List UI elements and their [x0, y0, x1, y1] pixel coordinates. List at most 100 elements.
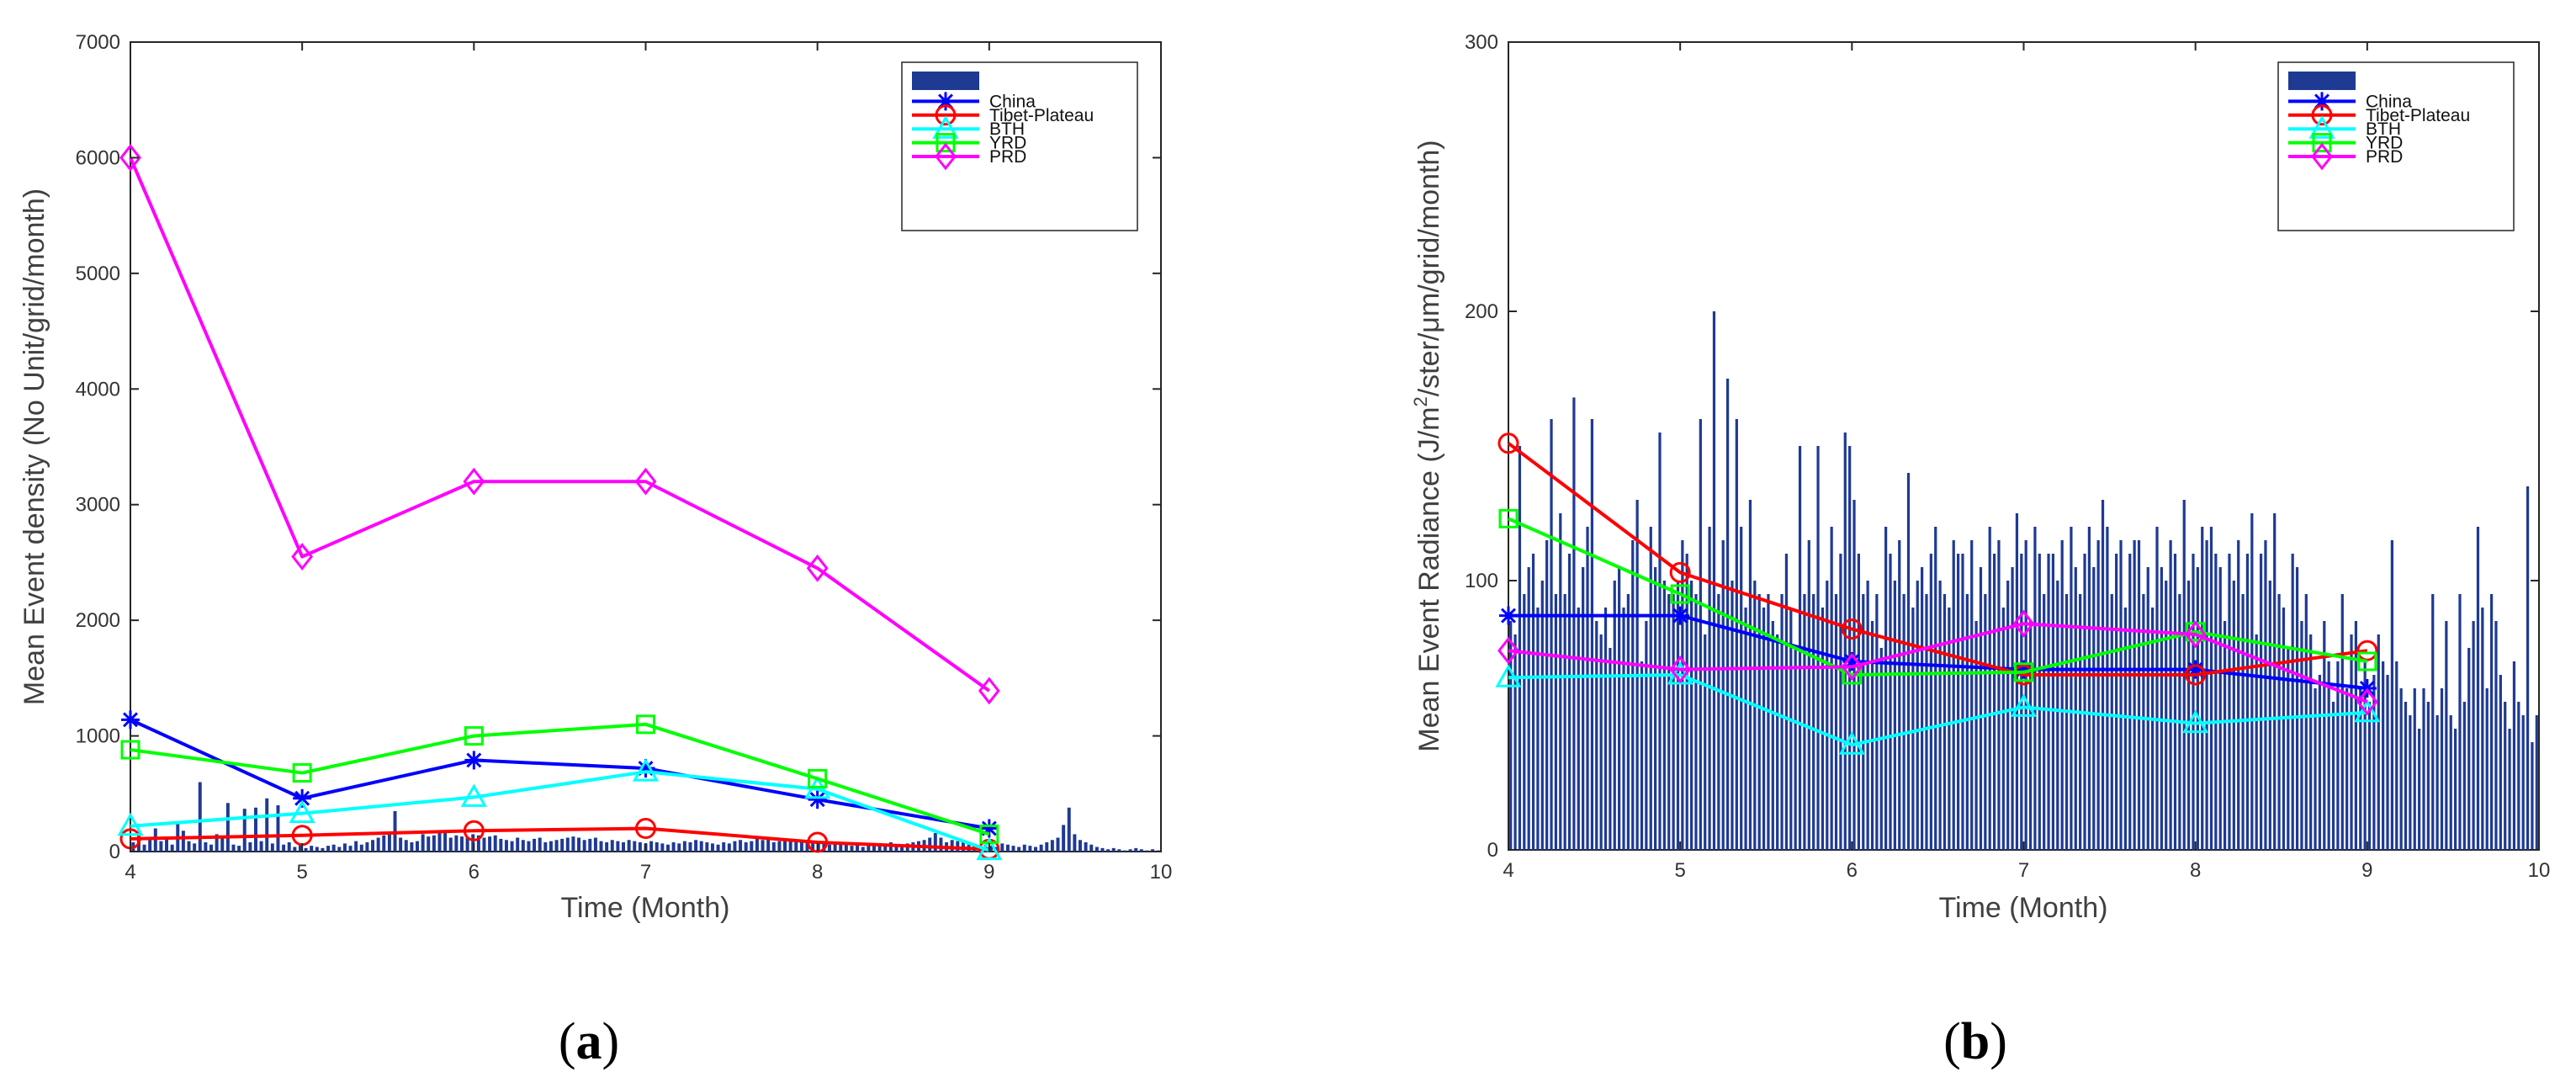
bar-a-34 [321, 847, 325, 852]
bar-a-70 [521, 840, 525, 852]
bar-a-37 [337, 847, 342, 852]
bar-b-14 [1572, 397, 1576, 850]
bar-b-10 [1554, 594, 1558, 850]
bar-a-82 [588, 838, 592, 852]
point-a-china-1 [293, 788, 312, 808]
bar-b-161 [2237, 540, 2240, 850]
bar-b-101 [1965, 594, 1969, 850]
bar-b-128 [2087, 527, 2091, 850]
bar-b-204 [2431, 594, 2435, 850]
bar-b-127 [2083, 554, 2086, 850]
bar-b-0 [1509, 621, 1513, 850]
bar-b-191 [2372, 675, 2376, 850]
bar-b-50 [1735, 419, 1738, 850]
bar-b-35 [1667, 594, 1671, 850]
legend-marker-a-tibet-plateau [935, 104, 957, 126]
bar-b-201 [2418, 729, 2421, 850]
legend-box-a [901, 61, 1138, 231]
bar-b-71 [1830, 527, 1833, 850]
bar-b-98 [1952, 540, 1955, 850]
bar-a-19 [237, 846, 241, 852]
bar-b-214 [2476, 527, 2480, 850]
bar-b-155 [2209, 527, 2213, 850]
point-a-prd-5 [978, 677, 1000, 705]
bar-a-75 [549, 841, 553, 852]
legend-label-b-tibet-plateau: Tibet-Plateau [2366, 106, 2470, 125]
bar-b-65 [1803, 594, 1806, 850]
bar-b-47 [1721, 540, 1725, 850]
bar-a-158 [1011, 846, 1015, 852]
bar-a-55 [437, 831, 442, 852]
y-axis-label-b-sup: 2 [1410, 396, 1431, 406]
point-a-yrd-4 [808, 768, 828, 788]
legend-marker-b-bth [2308, 115, 2335, 139]
bar-a-2 [142, 844, 146, 852]
bar-a-28 [287, 842, 291, 852]
bar-a-134 [877, 843, 882, 852]
bar-b-33 [1658, 433, 1662, 850]
bar-b-167 [2264, 540, 2267, 850]
bar-a-62 [476, 835, 480, 852]
bar-b-221 [2508, 729, 2511, 850]
bar-b-195 [2390, 540, 2393, 850]
bar-b-52 [1744, 608, 1747, 850]
bar-a-57 [448, 837, 453, 852]
bar-a-12 [198, 782, 202, 852]
bar-a-56 [443, 833, 448, 852]
bar-b-143 [2155, 527, 2159, 850]
bar-a-164 [1045, 842, 1049, 852]
y-axis-label-b: Mean Event Radiance (J/m2/ster/μm/grid/m… [1410, 140, 1445, 751]
bar-b-41 [1694, 594, 1698, 850]
bar-b-30 [1645, 621, 1648, 850]
bar-a-131 [861, 847, 865, 852]
bar-b-110 [2006, 581, 2010, 850]
bar-a-108 [733, 841, 737, 852]
bar-a-23 [259, 841, 263, 852]
legend-label-a-prd: PRD [989, 147, 1026, 167]
point-b-china-1 [1671, 606, 1690, 625]
bar-a-16 [220, 837, 225, 852]
bar-b-119 [2047, 554, 2050, 850]
bar-b-190 [2367, 702, 2372, 850]
bar-a-103 [705, 842, 709, 852]
bar-b-51 [1740, 527, 1743, 850]
bar-b-223 [2517, 702, 2520, 850]
bar-series-b [1509, 311, 2538, 850]
legend-label-a-yrd: YRD [989, 134, 1026, 153]
x-axis-label-b: Time (Month) [1939, 892, 2108, 924]
bar-a-65 [493, 835, 497, 852]
point-a-china-2 [464, 751, 484, 770]
bar-b-20 [1599, 634, 1603, 850]
bar-b-196 [2395, 661, 2398, 850]
x-ticks-a: 4 5 6 7 8 9 10 [125, 42, 1172, 884]
bar-a-129 [850, 846, 854, 852]
series-line-b-china [1508, 613, 2368, 690]
bar-a-97 [671, 842, 676, 852]
bar-b-12 [1563, 594, 1566, 850]
bar-a-100 [688, 842, 692, 852]
y-tick-label-a-1: 1000 [76, 725, 120, 748]
bar-b-217 [2489, 594, 2494, 850]
bar-b-99 [1956, 554, 1960, 850]
bar-a-78 [565, 837, 570, 852]
bar-b-174 [2295, 567, 2299, 850]
bar-b-94 [1934, 527, 1937, 850]
bar-a-25 [270, 843, 274, 852]
bar-b-182 [2331, 702, 2335, 850]
bar-a-104 [710, 843, 714, 852]
bar-b-138 [2133, 540, 2136, 850]
bar-a-87 [616, 841, 620, 852]
bar-b-2 [1518, 446, 1522, 850]
bar-b-86 [1898, 540, 1901, 850]
bar-b-45 [1712, 311, 1716, 850]
bar-b-176 [2304, 594, 2308, 850]
bar-b-156 [2214, 554, 2218, 850]
bar-b-137 [2128, 554, 2132, 850]
bar-a-22 [254, 807, 257, 852]
bar-b-83 [1884, 527, 1888, 850]
x-axis-label-a: Time (Month) [561, 892, 730, 924]
bar-b-49 [1731, 581, 1734, 850]
point-a-yrd-5 [979, 824, 999, 844]
bar-a-124 [822, 842, 826, 852]
series-line-b-tibet-plateau [1507, 442, 2368, 677]
